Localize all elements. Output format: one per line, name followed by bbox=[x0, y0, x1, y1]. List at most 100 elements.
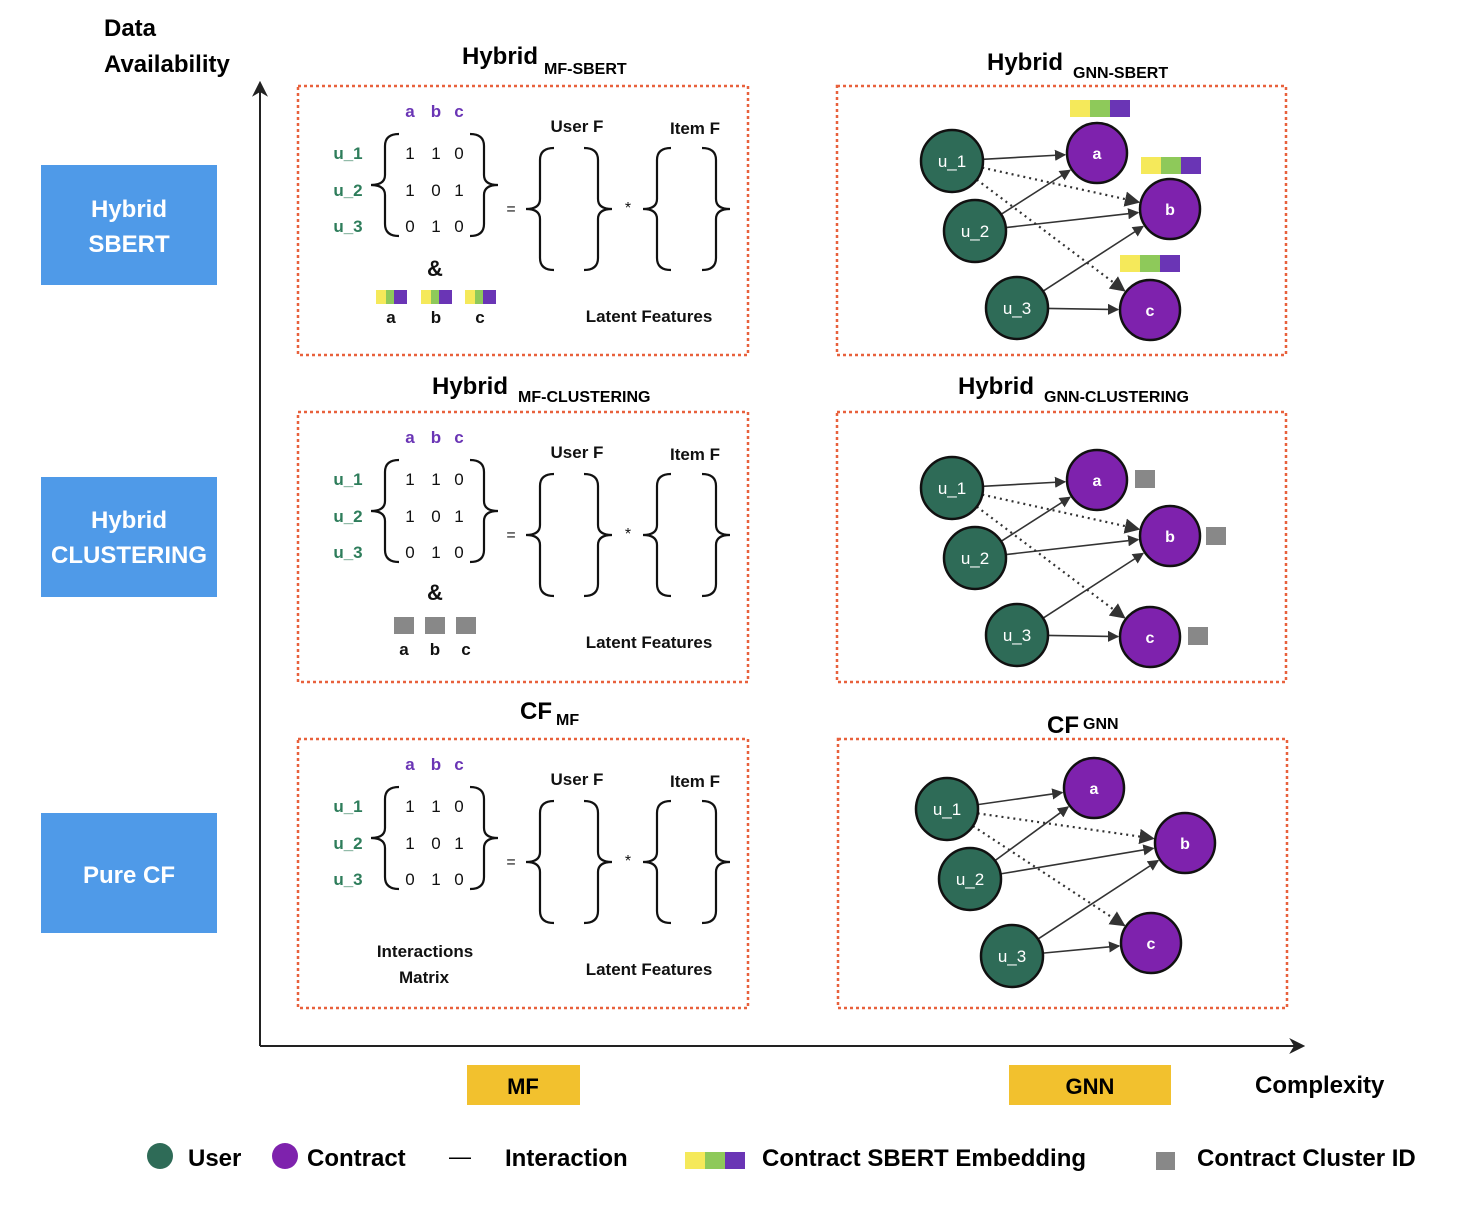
item-sbert-embedding bbox=[421, 290, 452, 304]
panel-title-mf-sbert: Hybrid MF-SBERT bbox=[462, 43, 627, 78]
user-node bbox=[914, 776, 980, 842]
contract-node-label: b bbox=[1165, 202, 1175, 219]
user-factor-right-brace bbox=[583, 799, 613, 925]
interaction-edge bbox=[1042, 941, 1121, 954]
panel-title-gnn-clustering: Hybrid GNN-CLUSTERING bbox=[958, 373, 1189, 406]
predicted-interaction-edge bbox=[972, 825, 1126, 927]
contract-cluster-id bbox=[1135, 470, 1155, 488]
user-node-label: u_3 bbox=[998, 947, 1026, 966]
column-label: GNN bbox=[1066, 1074, 1115, 1099]
row-label-line1: Hybrid bbox=[91, 196, 167, 223]
contract-node bbox=[1065, 121, 1129, 185]
contract-sbert-embedding bbox=[1070, 100, 1130, 117]
panel-frame-gnn-clustering bbox=[835, 410, 1288, 684]
legend-cluster-id-swatch bbox=[1156, 1152, 1175, 1170]
row-box-hybrid-clustering: Hybrid CLUSTERING bbox=[41, 477, 217, 597]
user-node-label: u_1 bbox=[933, 800, 961, 819]
user-node-label: u_3 bbox=[1003, 626, 1031, 645]
contract-node-label: a bbox=[1093, 473, 1102, 490]
user-factor-label: User F bbox=[551, 117, 604, 136]
user-node-label: u_3 bbox=[1003, 299, 1031, 318]
x-axis-label: Complexity bbox=[1255, 1072, 1385, 1099]
predicted-interaction-edge bbox=[977, 812, 1155, 845]
interaction-edge bbox=[982, 149, 1067, 161]
ampersand: & bbox=[427, 256, 443, 281]
legend-sbert-embedding-swatch bbox=[685, 1152, 745, 1169]
matrix-left-brace bbox=[370, 458, 400, 564]
matrix-cell: 0 bbox=[431, 834, 440, 853]
matrix-right-brace bbox=[469, 785, 499, 891]
contract-node-label: b bbox=[1165, 529, 1175, 546]
legend-interaction-label: Interaction bbox=[505, 1145, 628, 1172]
matrix-cell: 0 bbox=[405, 217, 414, 236]
user-node bbox=[919, 455, 985, 521]
matrix-left-brace bbox=[370, 132, 400, 238]
predicted-interaction-edge bbox=[982, 493, 1141, 534]
matrix-cell: 0 bbox=[405, 870, 414, 889]
interaction-edge bbox=[1005, 535, 1140, 556]
matrix-cell: 1 bbox=[405, 797, 414, 816]
embedding-item-label: b bbox=[431, 308, 441, 327]
latent-features-label: Latent Features bbox=[586, 960, 713, 979]
matrix-cell: 0 bbox=[405, 543, 414, 562]
legend-user-label: User bbox=[188, 1145, 241, 1172]
cluster-item-label: a bbox=[399, 640, 409, 659]
item-factor-right-brace bbox=[701, 146, 731, 272]
embedding-item-label: c bbox=[475, 308, 484, 327]
contract-node bbox=[1118, 605, 1182, 669]
matrix-item-header: b bbox=[431, 755, 441, 774]
item-cluster-id bbox=[456, 617, 476, 634]
row-box-hybrid-sbert: Hybrid SBERT bbox=[41, 165, 217, 285]
matrix-item-header: c bbox=[454, 428, 463, 447]
legend-contract-label: Contract bbox=[307, 1145, 406, 1172]
interactions-label-line1: Interactions bbox=[377, 942, 473, 961]
matrix-user-label: u_1 bbox=[333, 797, 362, 816]
matrix-cell: 1 bbox=[431, 470, 440, 489]
user-node bbox=[942, 198, 1008, 264]
contract-node-label: a bbox=[1093, 146, 1102, 163]
panel-subscript: MF-CLUSTERING bbox=[518, 389, 650, 406]
item-factor-right-brace bbox=[701, 799, 731, 925]
legend-cluster-id-label: Contract Cluster ID bbox=[1197, 1145, 1416, 1172]
panel-title-cf-mf: CF MF bbox=[520, 698, 579, 729]
user-factor-left-brace bbox=[525, 146, 555, 272]
user-node-label: u_2 bbox=[961, 549, 989, 568]
matrix-cell: 1 bbox=[431, 797, 440, 816]
contract-node-label: a bbox=[1090, 781, 1099, 798]
contract-node bbox=[1118, 278, 1182, 342]
y-axis-label-line2: Availability bbox=[104, 51, 230, 78]
legend: User Contract — Interaction Contract SBE… bbox=[147, 1143, 1416, 1172]
user-node bbox=[984, 275, 1050, 341]
matrix-cell: 1 bbox=[454, 507, 463, 526]
matrix-cell: 1 bbox=[454, 181, 463, 200]
interaction-edge bbox=[1037, 859, 1160, 940]
item-cluster-id bbox=[394, 617, 414, 634]
equals-sign: = bbox=[506, 201, 515, 218]
interactions-label-line2: Matrix bbox=[399, 968, 450, 987]
interaction-edge bbox=[977, 788, 1064, 806]
user-factor-left-brace bbox=[525, 472, 555, 598]
contract-node-label: b bbox=[1180, 836, 1190, 853]
mf-factorization-pure-cf: a b cu_1u_2u_31 1 01 0 10 1 0=User F Item F*Laten… bbox=[333, 755, 731, 987]
gnn-graph-sbert: u_1 u_2 u_3 a b c bbox=[919, 100, 1202, 342]
contract-cluster-id bbox=[1188, 627, 1208, 645]
matrix-cell: 1 bbox=[405, 181, 414, 200]
row-box-pure-cf: Pure CF bbox=[41, 813, 217, 933]
times-sign: * bbox=[625, 853, 631, 870]
user-factor-right-brace bbox=[583, 472, 613, 598]
matrix-cell: 0 bbox=[454, 870, 463, 889]
interaction-edge bbox=[1042, 552, 1145, 619]
ampersand: & bbox=[427, 580, 443, 605]
matrix-cell: 1 bbox=[431, 144, 440, 163]
matrix-item-header: b bbox=[431, 428, 441, 447]
user-node bbox=[984, 602, 1050, 668]
item-factor-right-brace bbox=[701, 472, 731, 598]
matrix-user-label: u_1 bbox=[333, 144, 362, 163]
cluster-item-label: b bbox=[430, 640, 440, 659]
panel-subscript: GNN-SBERT bbox=[1073, 65, 1168, 82]
matrix-right-brace bbox=[469, 132, 499, 238]
interaction-edge bbox=[982, 476, 1067, 488]
matrix-cell: 0 bbox=[454, 144, 463, 163]
times-sign: * bbox=[625, 200, 631, 217]
user-node-label: u_1 bbox=[938, 479, 966, 498]
